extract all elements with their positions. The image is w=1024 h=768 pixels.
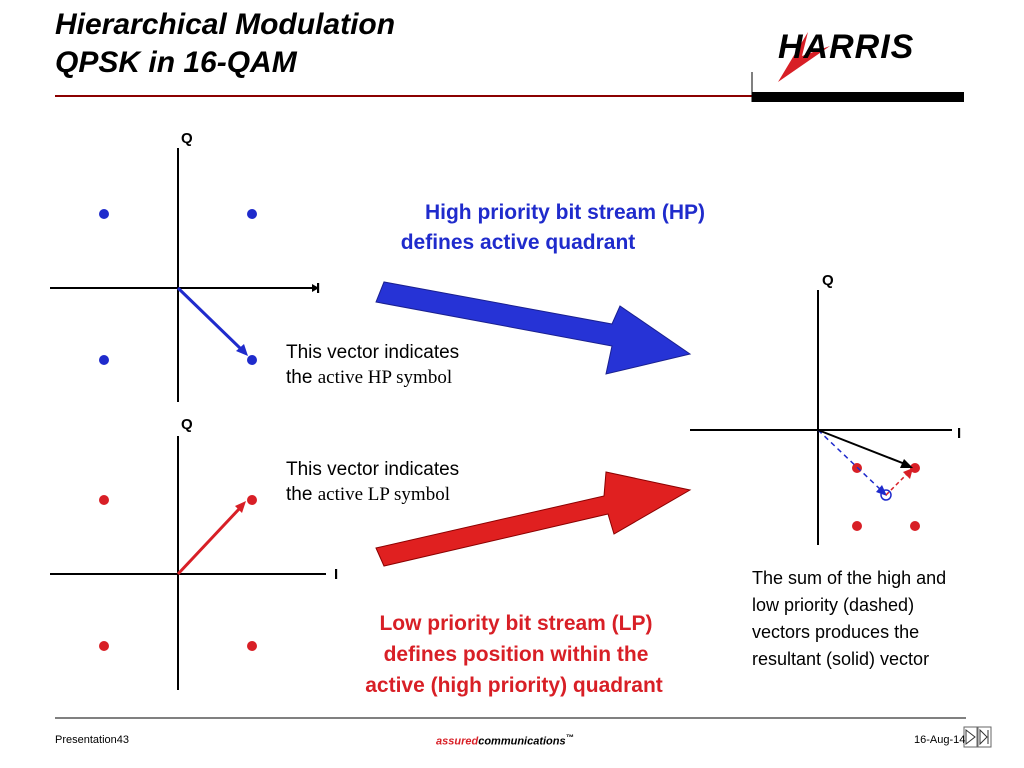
hp-flow-arrow [375, 281, 692, 375]
hp-caption: High priority bit stream (HP) defines ac… [300, 198, 740, 258]
lp-note-line-2: the active LP symbol [286, 482, 459, 507]
hp-vector [176, 286, 244, 352]
result-vector [817, 429, 906, 465]
logo-text: HARRIS [778, 28, 915, 66]
lp-note-line-1: This vector indicates [286, 459, 460, 480]
lp-caption-line-1: Low priority bit stream (LP) [379, 612, 653, 635]
result-i-label: I [957, 425, 962, 442]
lp-q-label: Q [181, 416, 193, 433]
title-line-1: Hierarchical Modulation [55, 8, 396, 41]
sum-note: The sum of the high and low priority (da… [752, 565, 1002, 673]
hp-i-label: I [316, 280, 321, 297]
footer-brand-tm: ™ [565, 733, 574, 742]
nav-end-glyph [979, 728, 988, 746]
hp-note-prefix: the [286, 367, 318, 388]
hp-note-emph: active HP symbol [317, 367, 453, 388]
footer-brand-assured: assured [436, 735, 479, 748]
sum-note-line-4: resultant (solid) vector [752, 649, 930, 669]
lp-flow-arrow-shape [375, 471, 692, 567]
footer-brand-comm: communications [478, 735, 566, 748]
lp-vector-head [235, 501, 246, 513]
hp-note-line-1: This vector indicates [286, 342, 460, 363]
logo-swoosh-icon [778, 32, 830, 82]
result-vector-head [900, 459, 913, 468]
hp-note-line-2: the active HP symbol [286, 365, 459, 390]
sum-note-line-3: vectors produces the [752, 622, 920, 642]
hp-i-arrowhead [312, 284, 319, 292]
lp-caption-line-3: active (high priority) quadrant [365, 674, 663, 697]
lp-vector [176, 506, 242, 576]
lp-point [247, 641, 257, 651]
hp-point [247, 209, 257, 219]
lp-caption-line-2: defines position within the [383, 643, 649, 666]
hp-caption-line-2: defines active quadrant [400, 231, 636, 254]
title-line-2: QPSK in 16-QAM [55, 46, 297, 79]
lp-point [247, 495, 257, 505]
harris-logo: HARRIS [768, 24, 958, 84]
result-lp-dashed-head [903, 468, 913, 479]
nav-icons[interactable] [963, 726, 992, 748]
lp-point [99, 495, 109, 505]
nav-next-icon[interactable] [963, 726, 978, 748]
hp-target-marker [880, 489, 892, 501]
footer-date: 16-Aug-14 [914, 734, 966, 746]
result-point [910, 521, 920, 531]
hp-point [99, 209, 109, 219]
lp-flow-arrow [375, 471, 692, 567]
lp-constellation [50, 436, 326, 690]
footer-presentation-name: Presentation43 [55, 734, 129, 746]
hp-vector-note: This vector indicates the active HP symb… [286, 340, 459, 390]
hp-point [99, 355, 109, 365]
sum-note-line-2: low priority (dashed) [752, 595, 915, 615]
footer-brand: assuredcommunications™ [436, 733, 574, 748]
lp-note-emph: active LP symbol [317, 484, 450, 505]
result-lp-dashed-vector [885, 471, 910, 496]
hp-q-label: Q [181, 130, 193, 147]
title-rule-bar [752, 92, 964, 102]
hp-point [247, 355, 257, 365]
result-hp-dashed-head [876, 485, 887, 496]
result-constellation [690, 290, 952, 545]
nav-next-glyph [965, 728, 976, 746]
hp-vector-head [236, 344, 248, 356]
result-hp-dashed-vector [817, 429, 883, 492]
lp-point [99, 641, 109, 651]
page-title: Hierarchical Modulation QPSK in 16-QAM [55, 6, 395, 82]
lp-i-label: I [334, 566, 339, 583]
result-point [910, 463, 920, 473]
lp-caption: Low priority bit stream (LP) defines pos… [300, 608, 740, 701]
lp-note-prefix: the [286, 484, 318, 505]
hp-flow-arrow-shape [375, 281, 692, 375]
result-q-label: Q [822, 272, 834, 289]
result-point [852, 521, 862, 531]
hp-constellation [50, 148, 319, 402]
lp-vector-note: This vector indicates the active LP symb… [286, 457, 459, 507]
hp-caption-line-1: High priority bit stream (HP) [424, 201, 706, 224]
sum-note-line-1: The sum of the high and [752, 568, 947, 588]
